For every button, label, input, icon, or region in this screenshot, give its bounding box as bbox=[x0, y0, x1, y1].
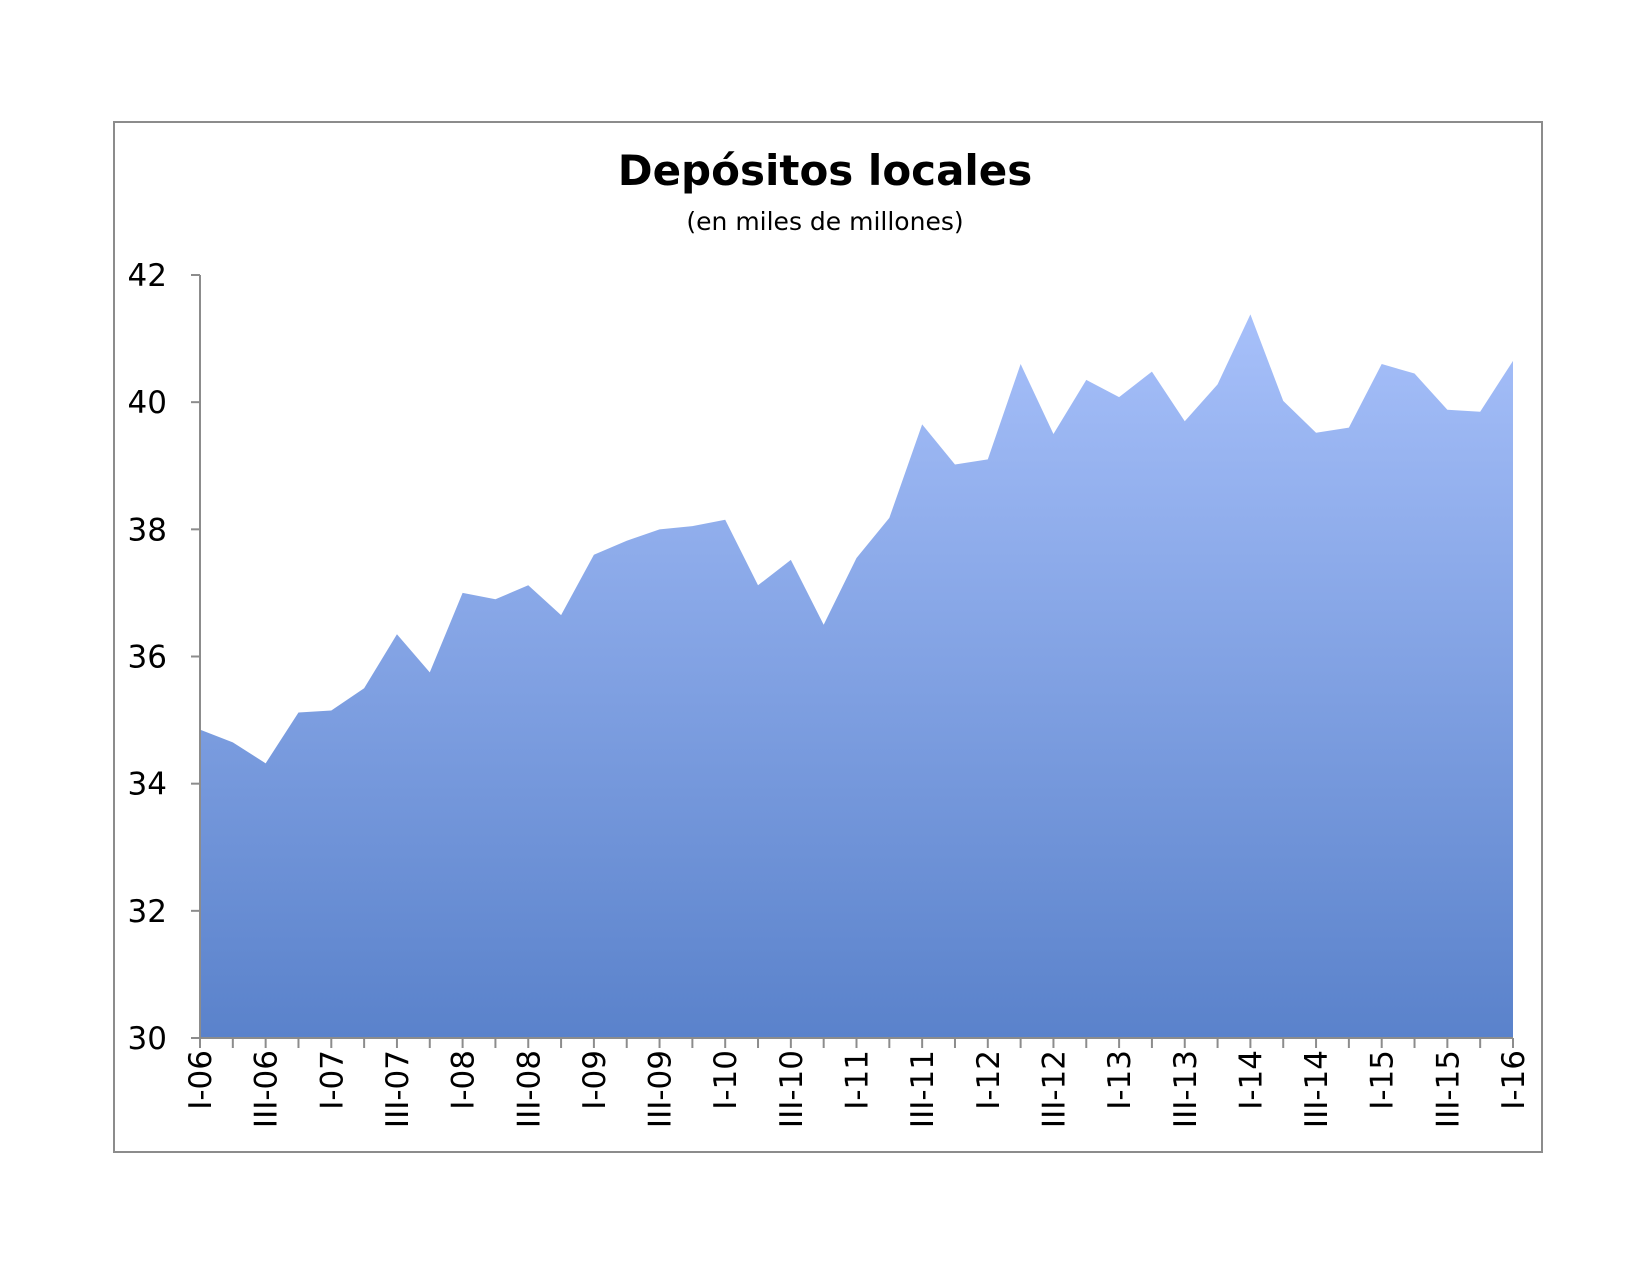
y-tick-label-36: 36 bbox=[128, 640, 167, 676]
x-tick-label-I-09: I-09 bbox=[577, 1050, 613, 1110]
x-tick-label-I-14: I-14 bbox=[1233, 1050, 1269, 1110]
series-area bbox=[200, 314, 1513, 1038]
x-tick-label-III-07: III-07 bbox=[380, 1050, 416, 1128]
chart-subtitle: (en miles de millones) bbox=[686, 207, 964, 236]
x-tick-label-III-10: III-10 bbox=[774, 1050, 810, 1128]
x-tick-label-III-08: III-08 bbox=[511, 1050, 547, 1128]
y-tick-label-32: 32 bbox=[128, 894, 167, 930]
y-tick-label-38: 38 bbox=[128, 512, 167, 548]
x-tick-label-I-15: I-15 bbox=[1365, 1050, 1401, 1110]
x-tick-label-III-15: III-15 bbox=[1430, 1050, 1466, 1128]
x-tick-label-I-13: I-13 bbox=[1102, 1050, 1138, 1110]
x-tick-label-I-16: I-16 bbox=[1496, 1050, 1532, 1110]
y-tick-label-40: 40 bbox=[128, 385, 167, 421]
chart-title: Depósitos locales bbox=[617, 146, 1033, 195]
y-tick-label-30: 30 bbox=[128, 1021, 167, 1057]
y-tick-label-34: 34 bbox=[128, 767, 167, 803]
x-tick-label-III-09: III-09 bbox=[643, 1050, 679, 1128]
x-tick-label-I-10: I-10 bbox=[708, 1050, 744, 1110]
x-tick-label-III-11: III-11 bbox=[905, 1050, 941, 1128]
x-tick-label-I-06: I-06 bbox=[183, 1050, 219, 1110]
x-tick-label-I-08: I-08 bbox=[446, 1050, 482, 1110]
x-tick-label-III-12: III-12 bbox=[1036, 1050, 1072, 1128]
x-tick-label-III-13: III-13 bbox=[1168, 1050, 1204, 1128]
x-tick-label-I-12: I-12 bbox=[971, 1050, 1007, 1110]
x-tick-label-I-11: I-11 bbox=[840, 1050, 876, 1110]
x-tick-label-III-14: III-14 bbox=[1299, 1050, 1335, 1128]
y-tick-label-42: 42 bbox=[128, 258, 167, 294]
x-tick-label-III-06: III-06 bbox=[249, 1050, 285, 1128]
x-tick-label-I-07: I-07 bbox=[314, 1050, 350, 1110]
